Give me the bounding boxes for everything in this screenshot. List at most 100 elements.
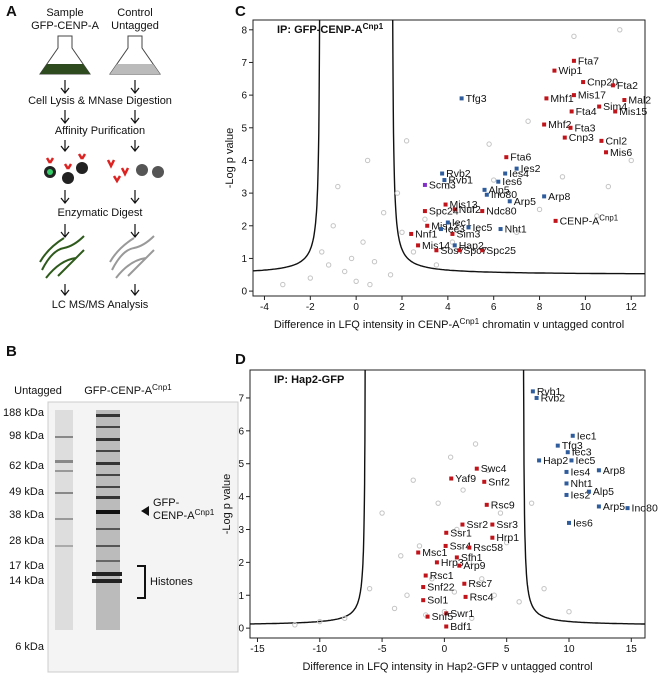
band-label: GFP- xyxy=(153,497,180,509)
point xyxy=(530,389,535,394)
point-label: Fta4 xyxy=(576,106,597,118)
point-label: Ies4 xyxy=(570,466,590,478)
point xyxy=(342,615,348,621)
arrow xyxy=(60,190,140,204)
point xyxy=(366,585,373,592)
point-label: Nht1 xyxy=(505,224,527,236)
point-label: Msc1 xyxy=(422,547,447,559)
y-tick-label: 1 xyxy=(241,254,247,265)
point xyxy=(409,231,414,236)
control-label: Control xyxy=(117,7,152,19)
y-tick-label: 7 xyxy=(238,393,244,404)
y-tick-label: 3 xyxy=(241,189,247,200)
chart-title: IP: Hap2-GFP xyxy=(274,374,344,386)
x-tick-label: 5 xyxy=(504,644,510,655)
point xyxy=(449,476,454,481)
point xyxy=(569,458,574,463)
point-label: Iec3 xyxy=(572,447,592,459)
point-label: Mhf2 xyxy=(548,119,572,131)
point-label: Arp5 xyxy=(603,501,625,513)
y-tick-label: 4 xyxy=(238,492,244,503)
point xyxy=(429,576,435,582)
point xyxy=(486,141,492,147)
point-label: Scm3 xyxy=(429,179,456,191)
point xyxy=(562,135,567,140)
text-run: chromatin v untagged control xyxy=(479,319,624,331)
point-label: Hap2 xyxy=(543,455,568,467)
point xyxy=(497,510,504,516)
panel-letter: D xyxy=(235,351,246,368)
point-label: Mis17 xyxy=(578,90,606,102)
y-tick-label: 4 xyxy=(241,156,247,167)
point xyxy=(628,157,634,164)
point-label: Rsc58 xyxy=(473,542,503,554)
point-label: Ssr2 xyxy=(466,519,488,531)
point-label: Alp5 xyxy=(489,184,510,196)
y-tick-label: 5 xyxy=(241,123,247,134)
threshold-curve xyxy=(392,20,645,275)
point-label: Rvb2 xyxy=(541,392,566,404)
point xyxy=(571,33,577,40)
point xyxy=(434,248,439,253)
arrow xyxy=(60,140,140,152)
point xyxy=(364,157,371,164)
point xyxy=(597,104,602,109)
point-label: Ssr4 xyxy=(450,540,472,552)
point-label: Arp9 xyxy=(463,560,485,572)
band-label: CENP-ACnp1 xyxy=(153,508,215,523)
x-tick-label: 12 xyxy=(626,302,638,313)
point-label: Rvb2 xyxy=(446,168,471,180)
point xyxy=(457,248,462,253)
plot-frame xyxy=(249,369,646,639)
x-tick-label: 6 xyxy=(491,302,497,313)
point xyxy=(571,93,576,98)
point xyxy=(525,118,531,124)
point xyxy=(462,581,467,586)
point xyxy=(457,563,462,568)
point xyxy=(404,592,410,598)
superscript: Cnp1 xyxy=(363,22,384,31)
marker-label: 28 kDa xyxy=(9,535,45,547)
point xyxy=(454,555,459,560)
point-label: Sim3 xyxy=(456,228,480,240)
point xyxy=(447,454,454,460)
point xyxy=(613,109,618,114)
arrowhead xyxy=(141,506,149,516)
panel-letter: B xyxy=(6,343,17,360)
point xyxy=(564,492,569,497)
point-label: Rsc1 xyxy=(430,570,454,582)
y-tick-label: 5 xyxy=(238,459,244,470)
x-tick-label: -15 xyxy=(250,644,265,655)
point xyxy=(467,545,472,550)
point xyxy=(460,522,465,527)
point xyxy=(610,83,615,88)
point xyxy=(553,218,558,223)
point-label: Ies6 xyxy=(573,517,593,529)
point xyxy=(444,624,449,629)
point xyxy=(568,125,573,130)
superscript: Cnp1 xyxy=(460,317,480,326)
y-tick-label: 8 xyxy=(241,25,247,36)
point-label: Ino80 xyxy=(632,503,658,515)
point xyxy=(484,192,489,197)
point xyxy=(482,479,487,484)
text-run: GFP-CENP-A xyxy=(84,385,153,397)
y-tick-label: 1 xyxy=(238,591,244,602)
point xyxy=(445,183,451,190)
superscript: Cnp1 xyxy=(152,383,172,392)
panel-letter: C xyxy=(235,3,246,20)
arrow xyxy=(60,284,140,296)
point-label: Fta2 xyxy=(617,80,638,92)
x-tick-label: 10 xyxy=(563,644,575,655)
chart-title: IP: GFP-CENP-ACnp1 xyxy=(277,22,384,37)
point xyxy=(416,543,423,549)
point xyxy=(319,249,325,255)
point xyxy=(444,611,449,616)
point xyxy=(443,202,448,207)
point xyxy=(454,526,460,533)
lane-label: GFP-CENP-ACnp1 xyxy=(84,383,172,398)
point xyxy=(423,573,428,578)
point-label: Ssr1 xyxy=(450,527,472,539)
point-label: Arp8 xyxy=(603,465,625,477)
